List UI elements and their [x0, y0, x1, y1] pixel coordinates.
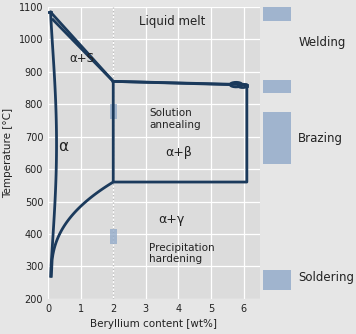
- Bar: [263, 112, 291, 164]
- Text: Precipitation
hardening: Precipitation hardening: [149, 243, 215, 264]
- Text: α+γ: α+γ: [159, 213, 185, 226]
- X-axis label: Beryllium content [wt%]: Beryllium content [wt%]: [90, 319, 218, 329]
- Text: α+β: α+β: [165, 146, 192, 159]
- Bar: [263, 270, 291, 290]
- Text: Brazing: Brazing: [298, 132, 343, 145]
- Text: α+S: α+S: [70, 52, 95, 65]
- Y-axis label: Temperature [°C]: Temperature [°C]: [3, 108, 13, 198]
- Text: Solution
annealing: Solution annealing: [149, 108, 201, 130]
- Text: Soldering: Soldering: [298, 271, 354, 284]
- Bar: [263, 80, 291, 93]
- Bar: [263, 7, 291, 21]
- Text: α: α: [58, 139, 68, 154]
- Bar: [110, 229, 117, 244]
- Bar: [110, 104, 117, 119]
- Text: Liquid melt: Liquid melt: [139, 15, 205, 28]
- Text: Welding: Welding: [298, 36, 346, 49]
